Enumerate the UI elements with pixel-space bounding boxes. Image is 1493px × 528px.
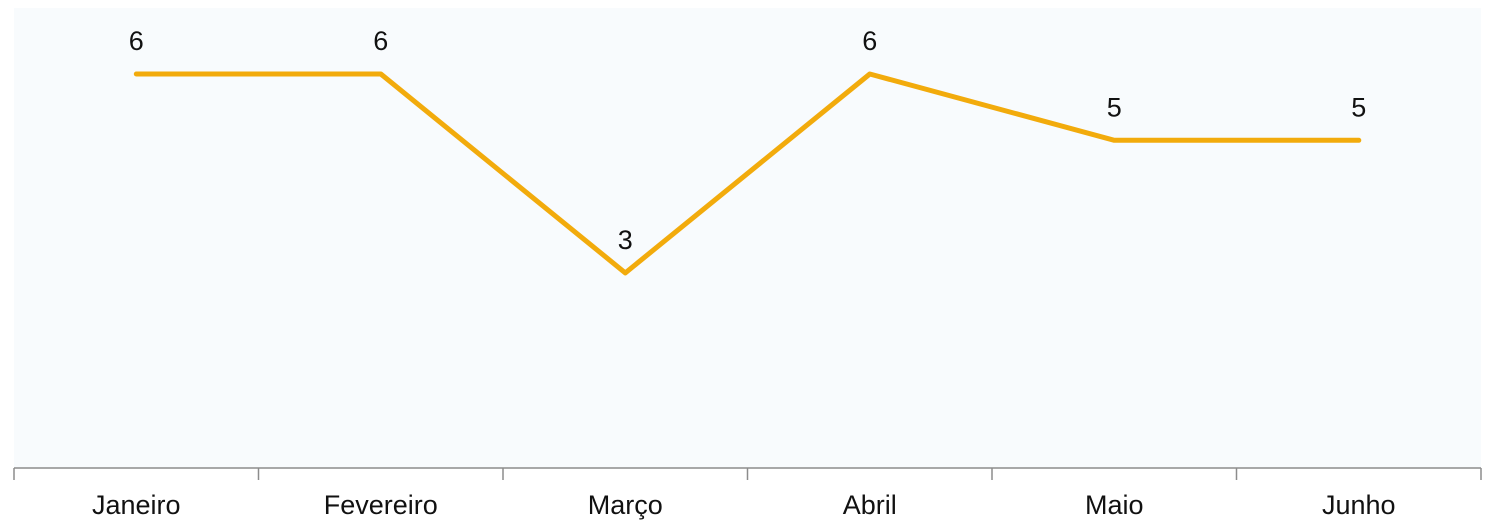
x-axis-label: Abril [843,490,897,520]
x-axis-labels: Janeiro Fevereiro Março Abril Maio Junho [92,490,1396,520]
series-line [133,71,1362,276]
data-label: 6 [373,26,388,56]
data-label: 5 [1107,92,1122,122]
data-label: 5 [1351,92,1366,122]
data-label: 6 [862,26,877,56]
x-axis-label: Janeiro [92,490,181,520]
x-axis-label: Março [588,490,663,520]
x-axis-ticks [13,468,1482,480]
data-labels: 6 6 3 6 5 5 [129,26,1367,255]
data-label: 3 [618,225,633,255]
x-axis-label: Junho [1322,490,1396,520]
data-label: 6 [129,26,144,56]
x-axis-label: Fevereiro [324,490,438,520]
plot-area [14,8,1481,468]
x-axis-label: Maio [1085,490,1144,520]
